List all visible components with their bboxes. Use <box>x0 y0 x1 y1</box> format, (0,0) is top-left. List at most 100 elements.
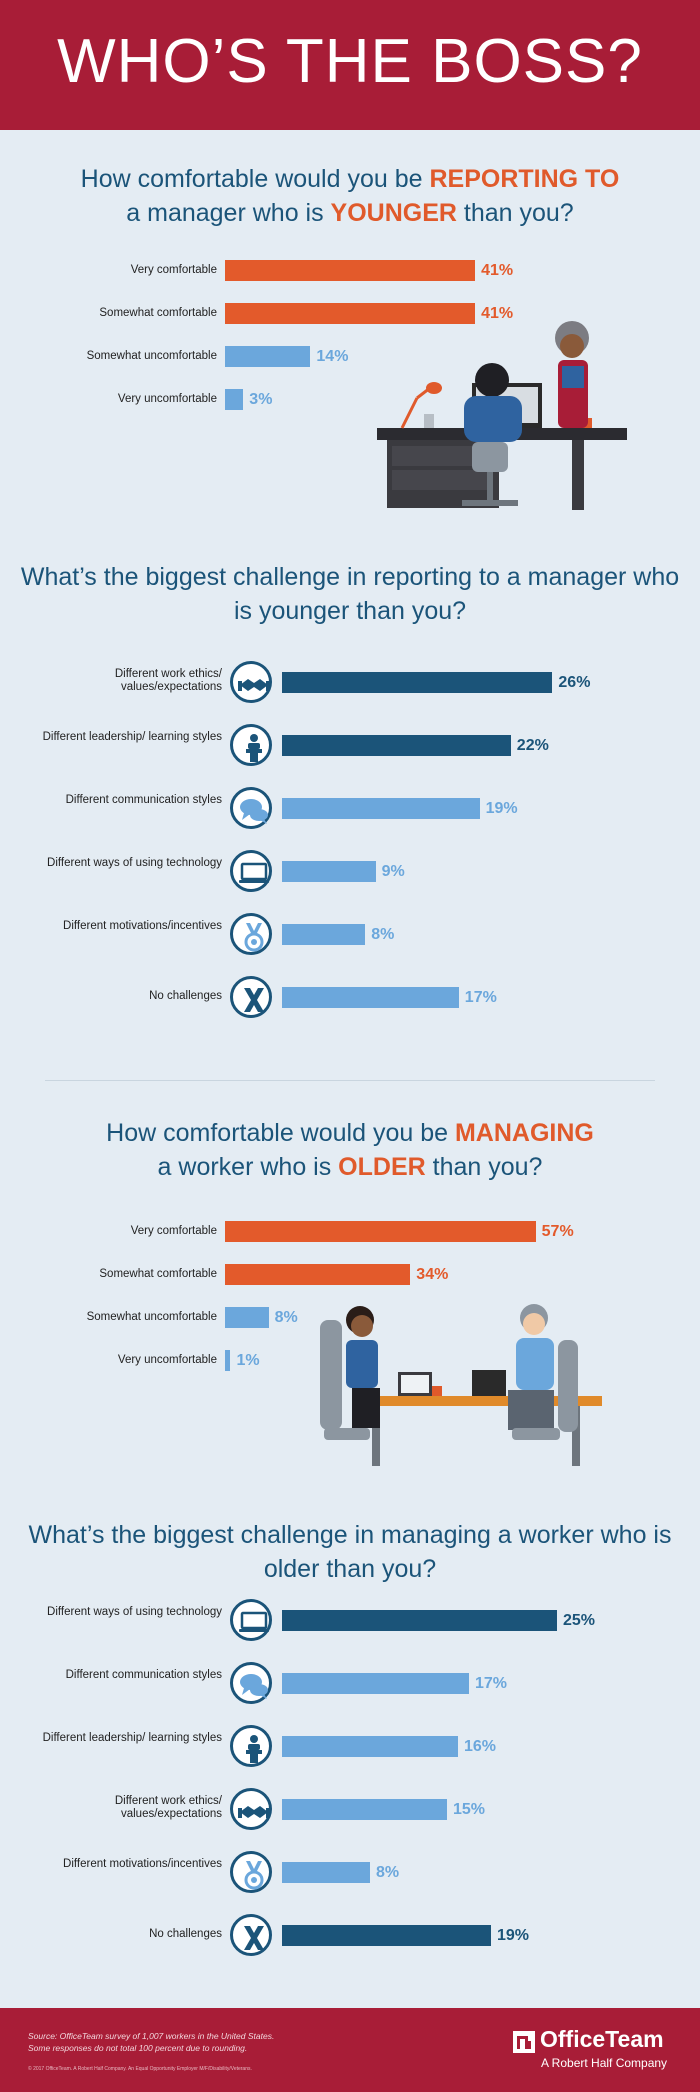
bar <box>282 735 511 756</box>
bar <box>225 1307 269 1328</box>
category-label: Different leadership/ learning styles <box>42 731 222 743</box>
category-label: No challenges <box>149 1928 222 1940</box>
podium-icon <box>230 724 272 766</box>
logo-rh-icon <box>517 2036 531 2049</box>
podium-icon <box>230 1725 272 1767</box>
chart-row: Different ways of using technology 25% <box>0 1599 700 1641</box>
chart-row: Very uncomfortable 3% <box>0 389 700 413</box>
value-label: 8% <box>376 1864 400 1881</box>
bar <box>282 672 553 693</box>
value-label: 17% <box>464 989 497 1006</box>
bar <box>282 1610 557 1631</box>
bar <box>282 798 480 819</box>
title-highlight: MANAGING <box>454 1119 594 1147</box>
value-label: 16% <box>464 1738 497 1755</box>
chart-row: Different motivations/incentives 8% <box>0 913 700 955</box>
value-label: 17% <box>475 1675 508 1692</box>
bar <box>282 1925 491 1946</box>
value-label: 15% <box>453 1801 486 1818</box>
value-label: 9% <box>381 863 405 880</box>
category-label: Very comfortable <box>130 264 217 276</box>
bar <box>282 1736 458 1757</box>
title-highlight: OLDER <box>338 1153 426 1181</box>
title-part: How comfortable would you be <box>80 165 430 193</box>
category-label: Very uncomfortable <box>117 1354 217 1366</box>
category-label: Somewhat uncomfortable <box>86 1311 217 1323</box>
laptop-icon <box>230 850 272 892</box>
title-part: How comfortable would you be <box>106 1119 455 1147</box>
value-label: 22% <box>516 737 549 754</box>
section-divider <box>45 1080 655 1081</box>
value-label: 34% <box>416 1266 449 1283</box>
laptop-icon <box>230 1599 272 1641</box>
x-icon <box>230 1914 272 1956</box>
medal-icon <box>230 1851 272 1893</box>
logo-tagline: A Robert Half Company <box>541 2056 668 2070</box>
chart-row: Different ways of using technology 9% <box>0 850 700 892</box>
category-label: No challenges <box>149 990 222 1002</box>
chart-row: Somewhat uncomfortable 8% <box>0 1307 700 1331</box>
bar <box>225 389 244 410</box>
value-label: 41% <box>481 262 514 279</box>
chart-row: Very comfortable 57% <box>0 1221 700 1245</box>
category-label: Very comfortable <box>130 1225 217 1237</box>
chart-row: Different motivations/incentives 8% <box>0 1851 700 1893</box>
category-label: Different communication styles <box>65 794 222 806</box>
value-label: 3% <box>249 391 273 408</box>
category-label: Somewhat comfortable <box>99 1268 217 1280</box>
title-part: a manager who is <box>126 199 331 227</box>
speech-bubbles-icon <box>230 1662 272 1704</box>
category-label: Different work ethics/ values/expectatio… <box>114 1795 222 1820</box>
section2-title: What’s the biggest challenge in reportin… <box>20 563 680 625</box>
title-part: a worker who is <box>157 1153 339 1181</box>
bar <box>282 1862 370 1883</box>
bar <box>225 1221 536 1242</box>
bar <box>225 260 476 281</box>
value-label: 41% <box>481 305 514 322</box>
chart-row: Somewhat comfortable 34% <box>0 1264 700 1288</box>
chart-row: Different leadership/ learning styles 22% <box>0 724 700 766</box>
section4-title: What’s the biggest challenge in managing… <box>28 1521 672 1583</box>
chart-row: Different work ethics/ values/expectatio… <box>0 1788 700 1830</box>
chart-row: Different communication styles 17% <box>0 1662 700 1704</box>
bar <box>282 1799 447 1820</box>
title-highlight: YOUNGER <box>330 199 457 227</box>
value-label: 19% <box>485 800 518 817</box>
chart-row: Different work ethics/ values/expectatio… <box>0 661 700 703</box>
category-label: Different ways of using technology <box>47 1606 222 1618</box>
title-part: than you? <box>425 1153 543 1181</box>
bar <box>225 346 311 367</box>
chart-row: Very uncomfortable 1% <box>0 1350 700 1374</box>
officeteam-logo-mark <box>513 2031 535 2053</box>
value-label: 57% <box>541 1223 574 1240</box>
category-label: Different communication styles <box>65 1669 222 1681</box>
chart-row: Different communication styles 19% <box>0 787 700 829</box>
category-label: Somewhat uncomfortable <box>86 350 217 362</box>
footer: Source: OfficeTeam survey of 1,007 worke… <box>0 2008 700 2092</box>
header-banner: WHO’S THE BOSS? <box>0 0 700 130</box>
source-text: Source: OfficeTeam survey of 1,007 worke… <box>28 2031 275 2041</box>
shared-table-illustration <box>320 1304 602 1466</box>
speech-bubbles-icon <box>230 787 272 829</box>
value-label: 25% <box>563 1612 596 1629</box>
chart-row: Somewhat uncomfortable 14% <box>0 346 700 370</box>
chart-row: No challenges 17% <box>0 976 700 1018</box>
value-label: 1% <box>236 1352 260 1369</box>
bar <box>225 1350 231 1371</box>
chart-row: No challenges 19% <box>0 1914 700 1956</box>
category-label: Different motivations/incentives <box>63 920 222 932</box>
category-label: Very uncomfortable <box>117 393 217 405</box>
value-label: 14% <box>316 348 349 365</box>
title-highlight: REPORTING TO <box>429 165 620 193</box>
category-label: Different work ethics/ values/expectatio… <box>114 668 222 693</box>
chart-row: Somewhat comfortable 41% <box>0 303 700 327</box>
handshake-icon <box>230 1788 272 1830</box>
value-label: 8% <box>274 1309 298 1326</box>
title-part: than you? <box>456 199 574 227</box>
category-label: Different leadership/ learning styles <box>42 1732 222 1744</box>
category-label: Different motivations/incentives <box>63 1858 222 1870</box>
medal-icon <box>230 913 272 955</box>
bar <box>282 861 376 882</box>
chart-row: Very comfortable 41% <box>0 260 700 284</box>
copyright: © 2017 OfficeTeam. A Robert Half Company… <box>28 2066 252 2072</box>
